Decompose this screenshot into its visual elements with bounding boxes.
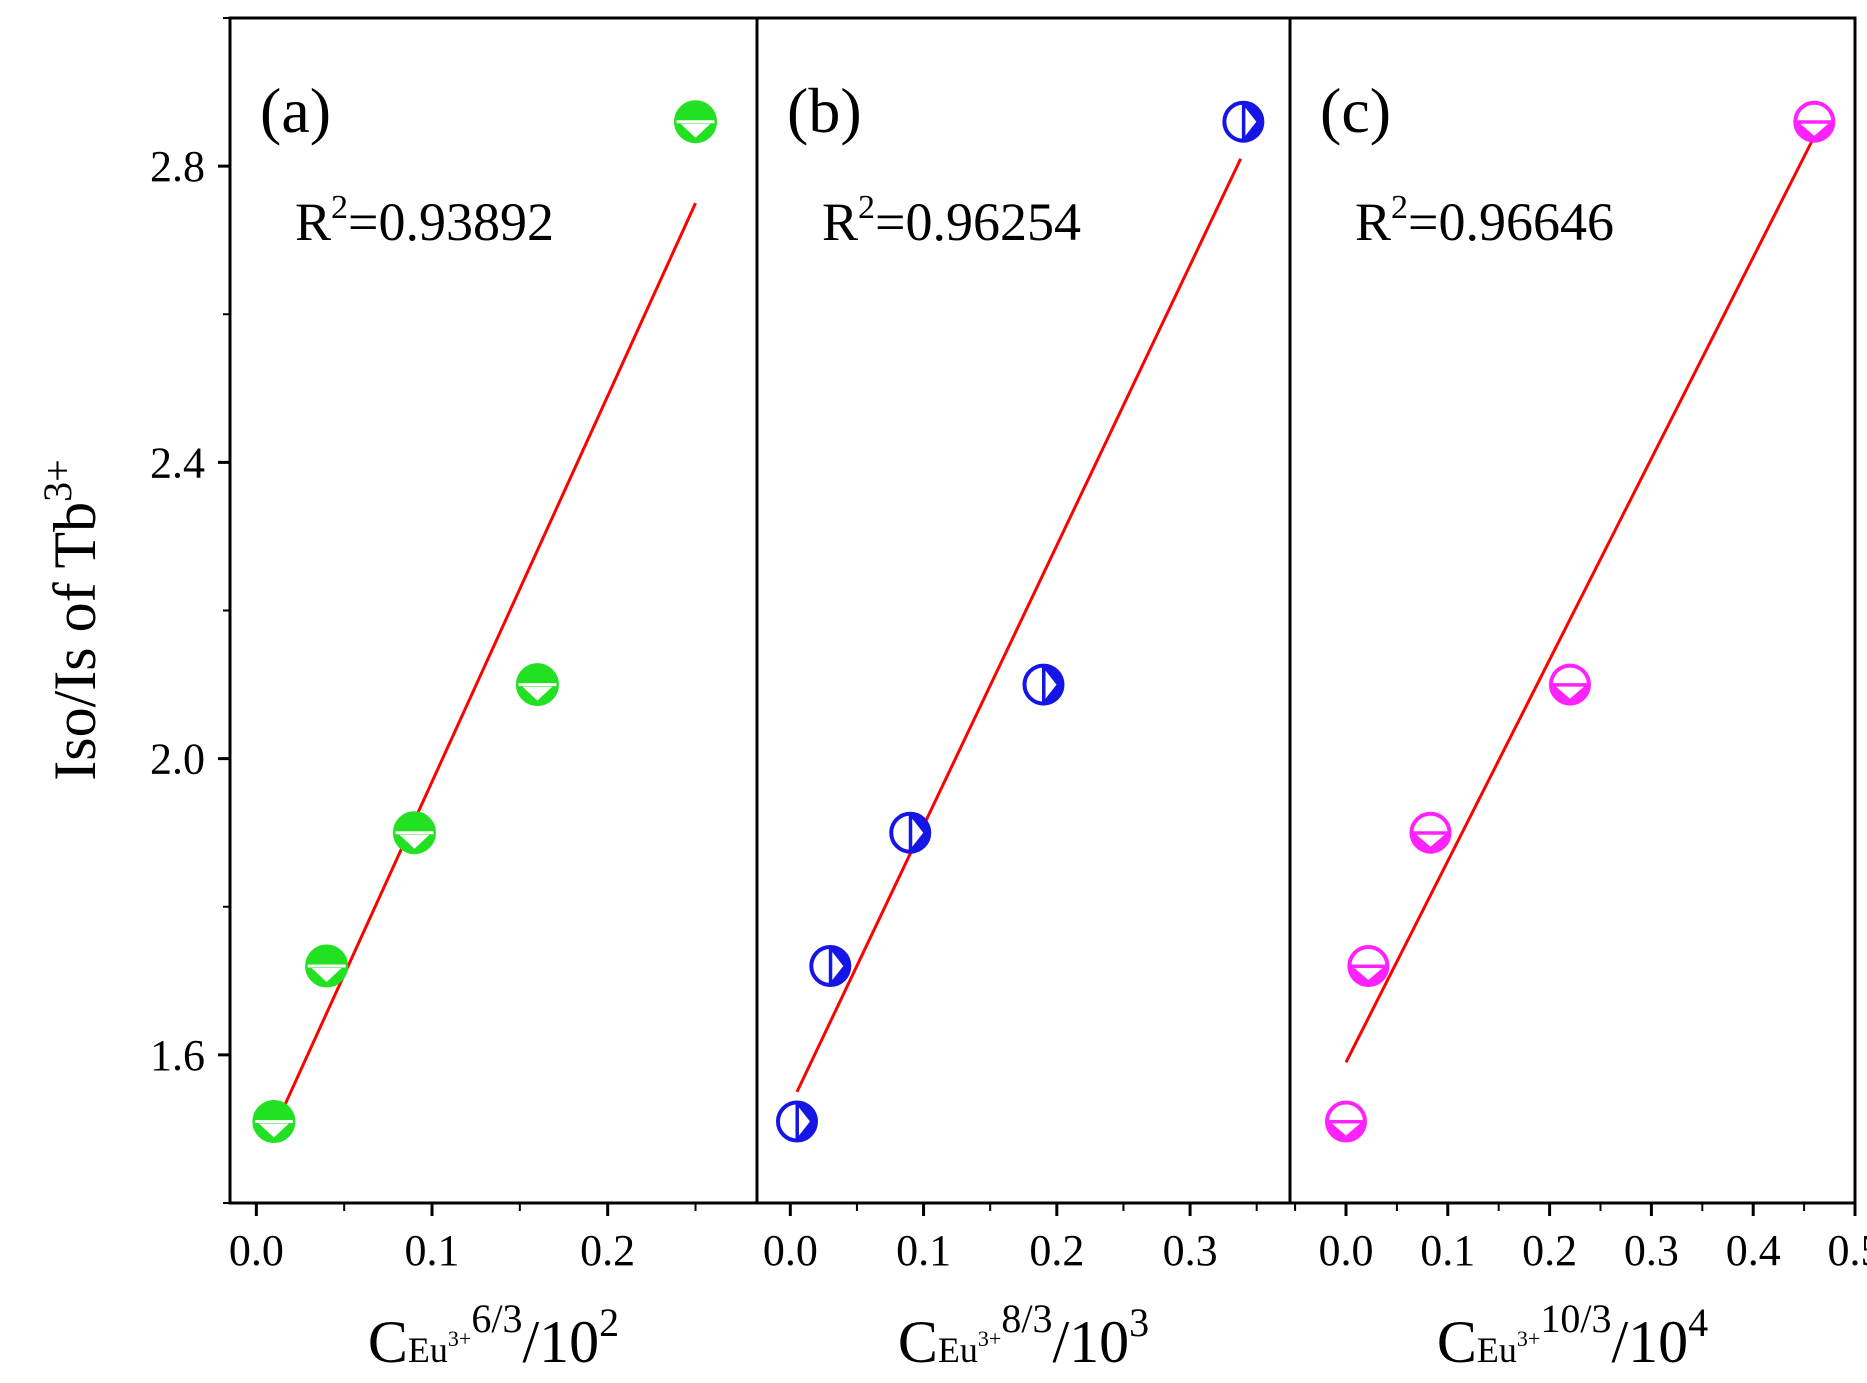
marker-triangle — [1800, 123, 1829, 136]
marker-triangle — [1555, 686, 1584, 699]
x-axis-label-main: C — [368, 1309, 408, 1375]
data-point — [674, 100, 718, 144]
marker-triangle — [912, 818, 924, 847]
y-tick-label: 2.8 — [150, 142, 205, 191]
x-tick-label: 0.1 — [405, 1226, 460, 1275]
panel-label: (a) — [260, 75, 331, 146]
data-point — [1548, 663, 1591, 706]
x-axis-label-sub: Eu — [408, 1330, 448, 1370]
r-squared-text: R2=0.96646 — [1355, 189, 1614, 252]
x-tick-label: 0.1 — [896, 1226, 951, 1275]
panel-label: (b) — [787, 75, 862, 146]
panel-b: 0.0 0.1 0.2 0.3 (b) R2=0.96254 CEu3+8/3/103 — [755, 16, 1292, 1375]
fit-line — [272, 202, 697, 1130]
x-axis-label: CEu3+10/3/104 — [1437, 1296, 1708, 1375]
data-point — [1022, 663, 1065, 706]
x-tick-label: 0.4 — [1726, 1226, 1781, 1275]
marker-triangle — [311, 968, 342, 982]
r-squared-value: =0.96254 — [875, 192, 1081, 252]
data-point — [889, 811, 932, 854]
x-axis-label-rest: /10 — [1052, 1309, 1129, 1375]
r-squared-sup: 2 — [331, 189, 348, 226]
data-point — [1793, 100, 1836, 143]
x-tick-label: 0.3 — [1624, 1226, 1679, 1275]
data-point — [1347, 945, 1390, 987]
marker-triangle — [522, 686, 553, 701]
r-squared-text: R2=0.93892 — [295, 189, 554, 252]
y-tick-label: 2.0 — [150, 735, 205, 784]
data-point — [515, 663, 559, 707]
x-tick-label: 0.0 — [1318, 1226, 1373, 1275]
r-squared-prefix: R — [1355, 192, 1391, 252]
marker-triangle — [1416, 834, 1445, 847]
data-point — [1324, 1100, 1367, 1143]
marker-triangle — [832, 952, 844, 980]
x-axis-label-power: 8/3 — [1001, 1296, 1052, 1341]
x-tick-label: 0.5 — [1828, 1226, 1867, 1275]
x-axis-label: CEu3+8/3/103 — [898, 1296, 1149, 1375]
data-point — [305, 944, 349, 988]
y-tick-label: 2.4 — [150, 438, 205, 487]
x-tick-label: 0.3 — [1163, 1226, 1218, 1275]
x-tick-label: 0.2 — [1029, 1226, 1084, 1275]
x-axis-label-rest-sup: 4 — [1688, 1300, 1708, 1345]
x-tick-label: 0.0 — [229, 1226, 284, 1275]
x-axis-label: CEu3+6/3/102 — [368, 1296, 619, 1375]
x-axis-label-main: C — [1437, 1309, 1477, 1375]
marker-triangle — [258, 1123, 289, 1138]
marker-triangle — [399, 834, 430, 849]
y-axis-label: Iso/Is of Tb3+ — [35, 459, 108, 780]
r-squared-text: R2=0.96254 — [822, 189, 1081, 252]
data-point — [252, 1100, 296, 1144]
data-point — [775, 1100, 818, 1143]
x-tick-label: 0.2 — [580, 1226, 635, 1275]
x-axis-label-rest: /10 — [522, 1309, 599, 1375]
marker-triangle — [1331, 1123, 1360, 1136]
data-point — [392, 811, 436, 855]
x-axis-label-sub: Eu — [1477, 1330, 1517, 1370]
panel-label: (c) — [1320, 75, 1391, 146]
marker-triangle — [1354, 968, 1383, 980]
y-axis-label-main: Iso/Is of Tb — [42, 502, 108, 781]
fit-line — [795, 158, 1243, 1093]
x-tick-label: 0.0 — [763, 1226, 818, 1275]
x-axis-label-sub-sup: 3+ — [448, 1326, 471, 1351]
marker-triangle — [1045, 670, 1057, 699]
x-axis-label-power: 6/3 — [471, 1296, 522, 1341]
data-point — [1222, 100, 1265, 143]
panel-c: 0.0 0.1 0.2 0.3 0.4 0.5 (c) R2=0.96646 CEu3+10/3… — [1288, 16, 1867, 1375]
r-squared-prefix: R — [822, 192, 858, 252]
x-axis-label-sub-sup: 3+ — [1517, 1326, 1540, 1351]
x-tick-label: 0.2 — [1522, 1226, 1577, 1275]
x-tick-label: 0.1 — [1420, 1226, 1475, 1275]
x-axis-label-sub: Eu — [938, 1330, 978, 1370]
x-axis-label-power: 10/3 — [1540, 1296, 1611, 1341]
panel-frame — [1288, 16, 1857, 1205]
marker-triangle — [1245, 107, 1257, 136]
r-squared-sup: 2 — [1391, 189, 1408, 226]
y-axis-label-sup: 3+ — [35, 459, 80, 502]
r-squared-value: =0.93892 — [348, 192, 554, 252]
r-squared-prefix: R — [295, 192, 331, 252]
x-axis-label-rest-sup: 2 — [599, 1300, 619, 1345]
r-squared-value: =0.96646 — [1408, 192, 1614, 252]
x-axis-label-main: C — [898, 1309, 938, 1375]
fit-line — [1344, 135, 1816, 1063]
x-axis-label-sub-sup: 3+ — [978, 1326, 1001, 1351]
marker-triangle — [798, 1107, 810, 1136]
x-axis-label-rest-sup: 3 — [1129, 1300, 1149, 1345]
data-point — [1409, 811, 1452, 854]
marker-triangle — [680, 123, 711, 138]
x-axis-label-rest: /10 — [1611, 1309, 1688, 1375]
r-squared-sup: 2 — [858, 189, 875, 226]
y-axis-ticks: 1.6 2.0 2.4 2.8 — [150, 17, 230, 1204]
data-point — [809, 945, 852, 987]
y-tick-label: 1.6 — [150, 1031, 205, 1080]
